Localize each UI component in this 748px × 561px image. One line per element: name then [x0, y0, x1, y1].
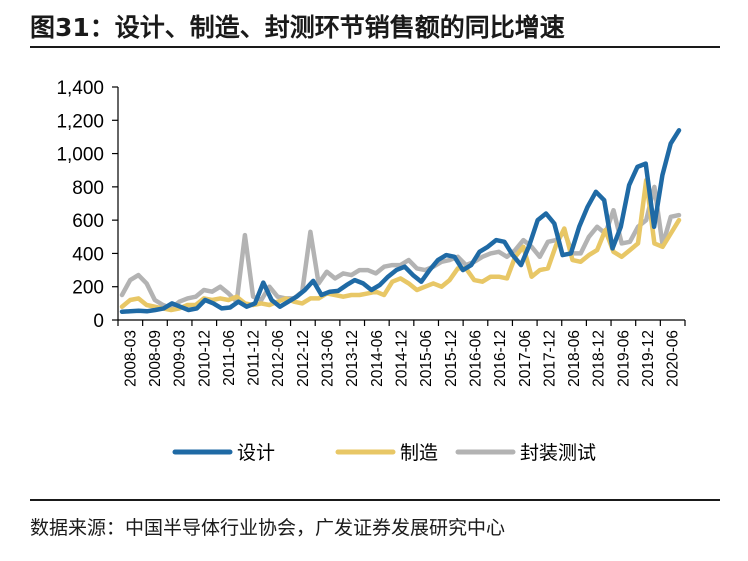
title-divider: [30, 46, 720, 48]
y-tick-label: 1,400: [56, 78, 104, 99]
y-tick-label: 400: [72, 244, 104, 265]
x-tick-label: 2016-12: [492, 330, 509, 387]
y-axis: 0 200 400 600 800 1,000 1,200 1,400: [56, 78, 119, 332]
x-tick-label: 2011-06: [221, 330, 238, 386]
x-tick-label: 2011-12: [246, 330, 263, 386]
y-tick-label: 0: [93, 311, 104, 332]
series-line-1: [119, 177, 682, 313]
x-tick-label: 2013-06: [320, 330, 337, 387]
x-tick-label: 2008-03: [122, 330, 139, 387]
x-axis: 2008-03 2008-09 2009-03 2010-12 2011-06 2011-…: [117, 319, 686, 387]
series-lines: [119, 128, 682, 314]
x-tick-label: 2009-03: [172, 330, 189, 387]
series-line-2: [119, 184, 682, 311]
y-tick-label: 600: [72, 211, 104, 232]
chart-title: 图31：设计、制造、封测环节销售额的同比增速: [30, 13, 565, 42]
y-tick-label: 1,200: [56, 111, 104, 132]
x-tick-label: 2008-09: [147, 330, 164, 387]
x-tick-label: 2016-06: [467, 330, 484, 387]
legend: 设计 制造 封装测试: [172, 442, 596, 464]
y-tick-label: 200: [72, 278, 104, 299]
x-tick-label: 2014-12: [394, 330, 411, 387]
legend-label: 制造: [400, 442, 438, 464]
x-tick-label: 2018-12: [591, 330, 608, 387]
legend-label: 封装测试: [520, 442, 596, 464]
source-divider: [30, 499, 720, 501]
x-tick-label: 2014-06: [369, 330, 386, 387]
y-tick-label: 800: [72, 178, 104, 199]
x-tick-label: 2013-12: [344, 330, 361, 387]
series-line-0: [119, 128, 682, 314]
x-tick-label: 2012-06: [270, 330, 287, 387]
x-tick-label: 2019-06: [615, 330, 632, 387]
legend-label: 设计: [237, 442, 275, 464]
y-tick-label: 1,000: [56, 145, 104, 166]
x-tick-label: 2017-06: [517, 330, 534, 387]
x-tick-label: 2012-12: [295, 330, 312, 387]
x-tick-label: 2019-12: [640, 330, 657, 387]
x-tick-label: 2015-12: [443, 330, 460, 387]
x-tick-label: 2020-06: [665, 330, 682, 387]
x-tick-label: 2010-12: [196, 330, 213, 387]
x-tick-label: 2015-06: [418, 330, 435, 387]
x-tick-label: 2018-06: [566, 330, 583, 387]
x-tick-label: 2017-12: [541, 330, 558, 387]
source-note: 数据来源：中国半导体行业协会，广发证券发展研究中心: [30, 517, 506, 539]
